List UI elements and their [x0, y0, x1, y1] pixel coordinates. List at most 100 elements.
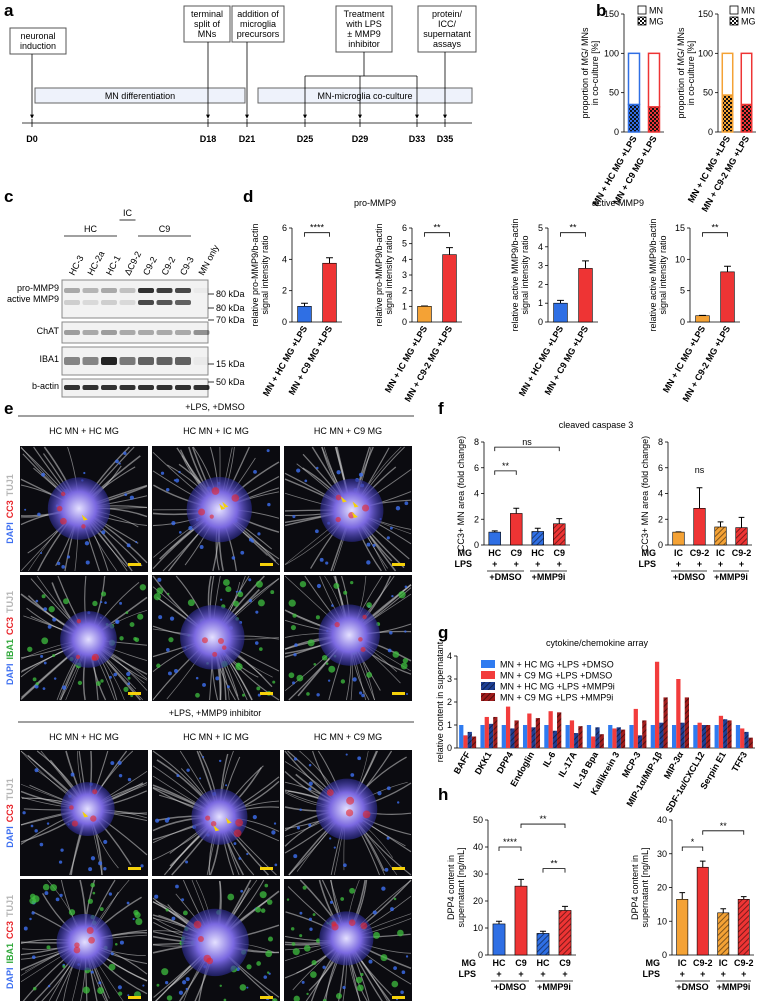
- y-axis-label: DPP4 content in: [446, 855, 456, 920]
- scale-bar: [392, 996, 405, 999]
- scale-bar: [392, 563, 405, 566]
- microglia: [393, 651, 400, 658]
- scale-bar: [128, 996, 141, 999]
- kda-label: 50 kDa: [216, 377, 245, 387]
- neurosphere: [57, 914, 113, 970]
- bar: [706, 725, 710, 748]
- nucleus: [165, 981, 168, 984]
- nucleus: [110, 761, 114, 765]
- blot-band: [194, 330, 210, 335]
- legend-label: MN + C9 MG +LPS +DMSO: [500, 671, 612, 681]
- cc3-signal: [92, 656, 97, 661]
- row-label: LPS: [458, 969, 476, 979]
- x-tick-label: MN + HC MG +LPS: [517, 324, 565, 398]
- error-bar: [700, 861, 706, 867]
- nucleus: [31, 825, 34, 828]
- column-title: HC MN + IC MG: [183, 426, 249, 436]
- lane-label: C9-2: [159, 255, 177, 277]
- bar-segment: [629, 53, 640, 104]
- bar: [651, 725, 655, 748]
- cc3-signal: [362, 615, 366, 619]
- nucleus: [47, 822, 49, 824]
- y-tick-label: 30: [657, 849, 667, 859]
- microglia: [33, 677, 37, 681]
- bar: [493, 924, 505, 955]
- nucleus: [373, 544, 376, 547]
- column-title: HC MN + IC MG: [183, 732, 249, 742]
- nucleus: [336, 470, 340, 474]
- bar: [566, 725, 570, 748]
- bar: [527, 714, 531, 749]
- y-tick-label: 10: [675, 254, 685, 264]
- nucleus: [406, 693, 408, 695]
- nucleus: [98, 981, 101, 984]
- x-tick-label: C9-2: [732, 548, 752, 558]
- microglia: [140, 584, 146, 590]
- nucleus: [127, 902, 130, 905]
- day-label: D35: [437, 134, 454, 144]
- nucleus: [405, 585, 408, 588]
- nucleus: [57, 562, 60, 565]
- cc3-signal: [210, 515, 214, 519]
- nucleus: [56, 897, 60, 901]
- microglia: [289, 600, 296, 607]
- nucleus: [100, 601, 102, 603]
- nucleus: [174, 669, 178, 673]
- nucleus: [309, 764, 312, 767]
- error-bar: [496, 921, 502, 924]
- row-label: MG: [642, 548, 657, 558]
- y-tick-label: 50: [703, 88, 713, 98]
- nucleus: [40, 843, 44, 847]
- cc3-signal: [346, 797, 354, 805]
- microglia: [299, 934, 302, 937]
- microglia: [293, 948, 300, 955]
- cc3-signal: [202, 637, 208, 643]
- row-label: MG: [462, 958, 477, 968]
- blot-band: [175, 300, 191, 305]
- bar: [676, 679, 680, 748]
- nucleus: [390, 907, 394, 911]
- microglia: [291, 625, 296, 630]
- legend-swatch: [638, 17, 646, 25]
- blot-band: [157, 288, 173, 293]
- neurosphere: [319, 911, 373, 965]
- y-tick-label: 2: [538, 279, 543, 289]
- blot-band: [83, 330, 99, 335]
- bar-segment: [722, 95, 732, 132]
- y-tick-label: 0: [708, 127, 713, 137]
- nucleus: [158, 615, 162, 619]
- legend-swatch: [481, 671, 495, 679]
- cc3-signal: [360, 922, 367, 929]
- bar: [663, 697, 667, 748]
- y-axis-label: proportion of MG/ MNs: [580, 27, 590, 119]
- bar: [480, 725, 484, 748]
- microglia: [313, 913, 316, 916]
- significance-label: ns: [695, 465, 705, 475]
- scale-bar: [260, 996, 273, 999]
- event-text: precursors: [237, 29, 280, 39]
- channel-name: DAPI: [5, 826, 15, 848]
- blot-band: [120, 300, 136, 305]
- lps-label: +: [518, 969, 523, 979]
- bar: [514, 720, 518, 748]
- bar: [559, 910, 571, 955]
- nucleus: [357, 756, 361, 760]
- y-axis-label: CC3+ MN area (fold change): [640, 436, 650, 551]
- blot-band: [138, 288, 154, 293]
- y-axis-label: relative content in supernatant: [435, 641, 445, 762]
- cc3-signal: [336, 495, 342, 501]
- y-axis-label: signal intensity ratio: [658, 235, 668, 314]
- y-axis-label: supernatant [ng/mL]: [456, 847, 466, 927]
- nucleus: [240, 890, 243, 893]
- nucleus: [83, 472, 85, 474]
- y-tick-label: 2: [658, 514, 663, 524]
- bar: [544, 725, 548, 748]
- y-axis-label: supernatant [ng/mL]: [640, 847, 650, 927]
- legend-swatch: [638, 6, 646, 14]
- neurosphere: [181, 909, 248, 976]
- y-tick-label: 8: [474, 437, 479, 447]
- nucleus: [373, 910, 377, 914]
- nucleus: [171, 521, 175, 525]
- nucleus: [316, 693, 319, 696]
- nucleus: [111, 952, 114, 955]
